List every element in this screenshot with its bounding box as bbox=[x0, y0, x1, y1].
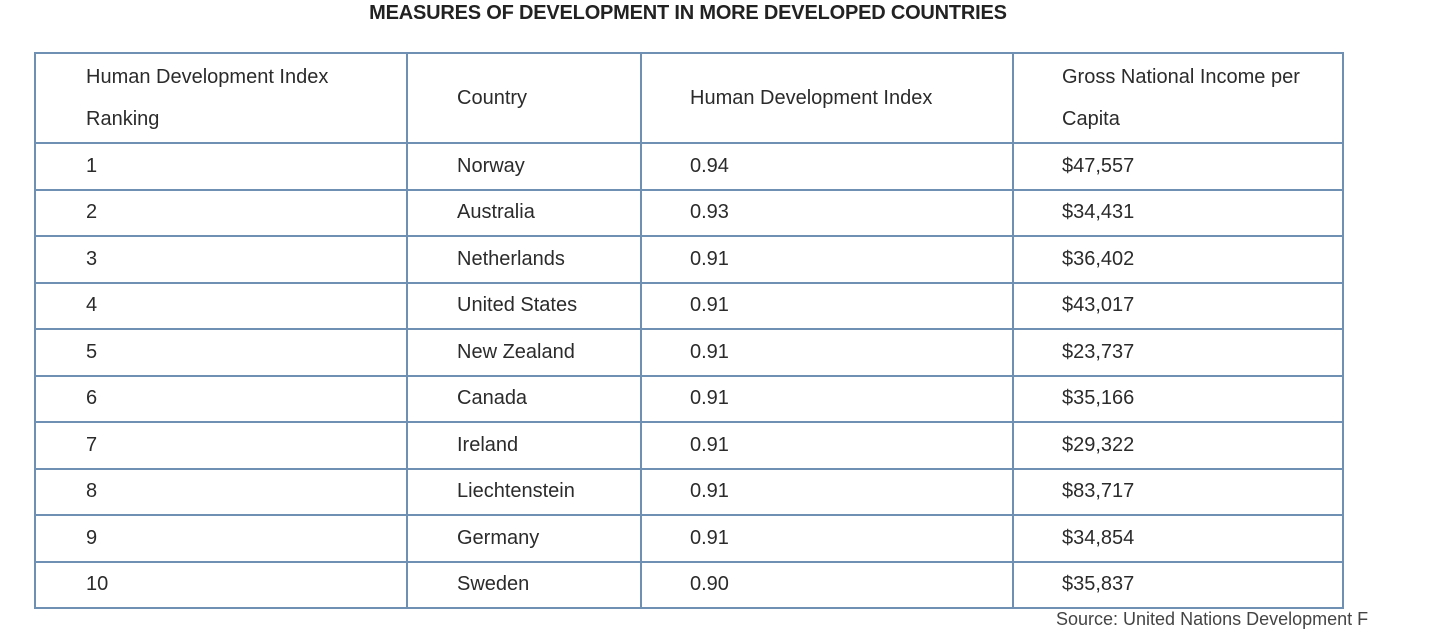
cell-country: Ireland bbox=[406, 421, 642, 470]
cell-country: New Zealand bbox=[406, 328, 642, 377]
cell-country: Canada bbox=[406, 374, 642, 423]
cell-gni: $29,322 bbox=[1012, 421, 1344, 470]
table-row: 7 Ireland 0.91 $29,322 bbox=[34, 421, 1344, 470]
source-note: Source: United Nations Development F bbox=[1056, 609, 1369, 629]
table-row: 5 New Zealand 0.91 $23,737 bbox=[34, 328, 1344, 377]
header-hdi: Human Development Index bbox=[640, 52, 1014, 144]
table-row: 1 Norway 0.94 $47,557 bbox=[34, 142, 1344, 191]
cell-rank: 3 bbox=[34, 235, 408, 284]
cell-gni: $34,431 bbox=[1012, 188, 1344, 237]
cell-country: Germany bbox=[406, 514, 642, 563]
cell-rank: 6 bbox=[34, 374, 408, 423]
table-row: 3 Netherlands 0.91 $36,402 bbox=[34, 235, 1344, 284]
cell-hdi: 0.91 bbox=[640, 421, 1014, 470]
cell-hdi: 0.91 bbox=[640, 514, 1014, 563]
cell-gni: $34,854 bbox=[1012, 514, 1344, 563]
development-table: Human Development Index Ranking Country … bbox=[34, 52, 1344, 609]
cell-rank: 2 bbox=[34, 188, 408, 237]
cell-rank: 10 bbox=[34, 560, 408, 609]
page-title: MEASURES OF DEVELOPMENT IN MORE DEVELOPE… bbox=[369, 2, 1007, 24]
header-hdi-ranking: Human Development Index Ranking bbox=[34, 52, 408, 144]
cell-rank: 8 bbox=[34, 467, 408, 516]
header-gni-per-capita: Gross National Income per Capita bbox=[1012, 52, 1344, 144]
cell-gni: $35,837 bbox=[1012, 560, 1344, 609]
table-row: 10 Sweden 0.90 $35,837 bbox=[34, 560, 1344, 609]
cell-rank: 1 bbox=[34, 142, 408, 191]
cell-rank: 7 bbox=[34, 421, 408, 470]
cell-hdi: 0.91 bbox=[640, 467, 1014, 516]
cell-hdi: 0.91 bbox=[640, 328, 1014, 377]
cell-rank: 5 bbox=[34, 328, 408, 377]
cell-gni: $47,557 bbox=[1012, 142, 1344, 191]
cell-gni: $36,402 bbox=[1012, 235, 1344, 284]
cell-rank: 4 bbox=[34, 281, 408, 330]
cell-hdi: 0.91 bbox=[640, 281, 1014, 330]
cell-rank: 9 bbox=[34, 514, 408, 563]
table-row: 2 Australia 0.93 $34,431 bbox=[34, 188, 1344, 237]
cell-gni: $35,166 bbox=[1012, 374, 1344, 423]
cell-country: Liechtenstein bbox=[406, 467, 642, 516]
table-row: 8 Liechtenstein 0.91 $83,717 bbox=[34, 467, 1344, 516]
table-row: 4 United States 0.91 $43,017 bbox=[34, 281, 1344, 330]
cell-country: Sweden bbox=[406, 560, 642, 609]
header-country: Country bbox=[406, 52, 642, 144]
table-body: 1 Norway 0.94 $47,557 2 Australia 0.93 $34,431 3… bbox=[34, 142, 1344, 609]
cell-hdi: 0.91 bbox=[640, 235, 1014, 284]
cell-gni: $43,017 bbox=[1012, 281, 1344, 330]
cell-hdi: 0.94 bbox=[640, 142, 1014, 191]
cell-country: Netherlands bbox=[406, 235, 642, 284]
table-row: 6 Canada 0.91 $35,166 bbox=[34, 374, 1344, 423]
cell-hdi: 0.90 bbox=[640, 560, 1014, 609]
table-header-row: Human Development Index Ranking Country … bbox=[34, 52, 1344, 144]
cell-hdi: 0.93 bbox=[640, 188, 1014, 237]
cell-gni: $83,717 bbox=[1012, 467, 1344, 516]
cell-country: Norway bbox=[406, 142, 642, 191]
table-row: 9 Germany 0.91 $34,854 bbox=[34, 514, 1344, 563]
cell-country: United States bbox=[406, 281, 642, 330]
cell-hdi: 0.91 bbox=[640, 374, 1014, 423]
cell-country: Australia bbox=[406, 188, 642, 237]
cell-gni: $23,737 bbox=[1012, 328, 1344, 377]
